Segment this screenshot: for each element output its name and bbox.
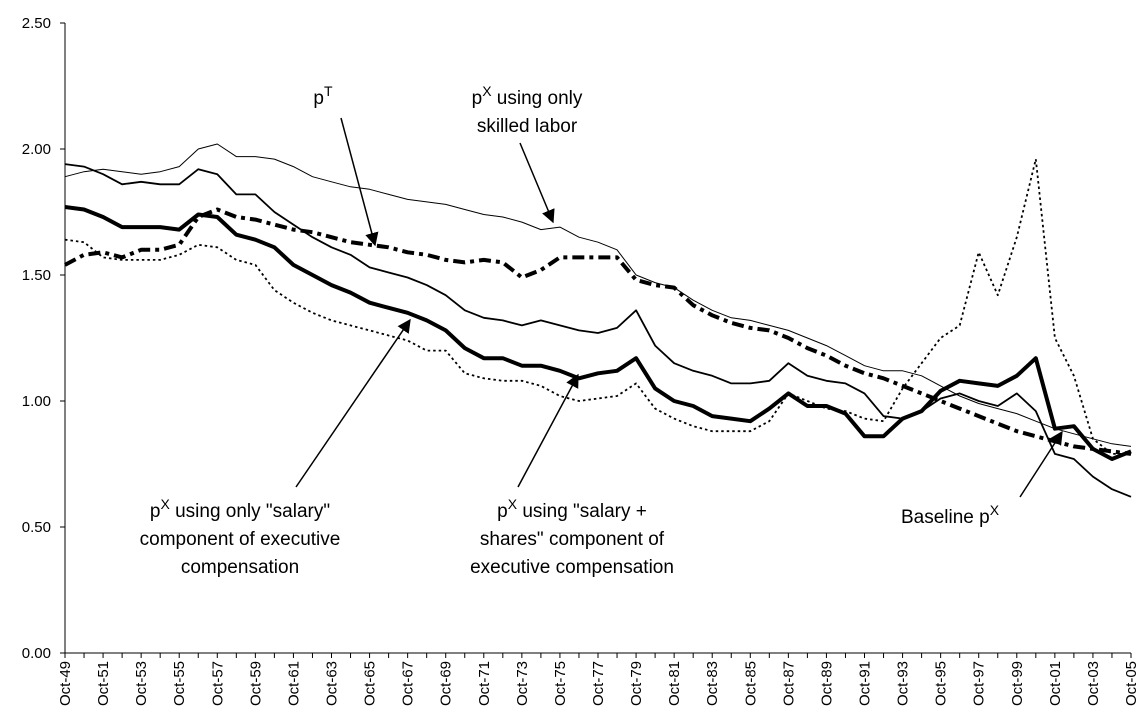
annotation: pX using only "salary" <box>150 496 330 522</box>
x-tick-label: Oct-67 <box>400 661 417 706</box>
annotation-text: executive compensation <box>470 557 674 578</box>
annotation: executive compensation <box>470 557 674 578</box>
x-tick-label: Oct-79 <box>628 661 645 706</box>
y-tick-label: 2.50 <box>22 15 51 32</box>
annotation: pX using "salary + <box>497 496 647 522</box>
annotation-sup: X <box>508 496 518 512</box>
x-tick-label: Oct-03 <box>1085 661 1102 706</box>
x-tick-label: Oct-53 <box>133 661 150 706</box>
y-tick-label: 2.00 <box>22 141 51 158</box>
x-tick-label: Oct-51 <box>95 661 112 706</box>
x-tick-label: Oct-85 <box>742 661 759 706</box>
annotation-text: component of executive <box>140 529 341 550</box>
x-tick-label: Oct-63 <box>324 661 341 706</box>
y-tick-label: 0.50 <box>22 519 51 536</box>
x-tick-label: Oct-65 <box>362 661 379 706</box>
y-tick-label: 0.00 <box>22 645 51 662</box>
annotation-text: skilled labor <box>477 116 578 137</box>
x-tick-label: Oct-83 <box>704 661 721 706</box>
y-tick-label: 1.00 <box>22 393 51 410</box>
series-line <box>64 207 1132 456</box>
annotation-sup: T <box>324 83 333 99</box>
annotation-text: p <box>313 88 324 109</box>
x-tick-label: Oct-97 <box>971 661 988 706</box>
annotation: skilled labor <box>477 116 578 137</box>
annotation: Baseline pX <box>901 502 1000 528</box>
annotation: pX using only <box>472 83 583 109</box>
annotation: shares" component of <box>480 529 665 550</box>
x-tick-label: Oct-59 <box>247 661 264 706</box>
annotation-text: Baseline p <box>901 507 990 528</box>
annotation-text: using only "salary" <box>170 501 330 522</box>
x-tick-label: Oct-93 <box>895 661 912 706</box>
x-tick-label: Oct-55 <box>171 661 188 706</box>
x-tick-label: Oct-87 <box>780 661 797 706</box>
annotation-text: compensation <box>181 557 299 578</box>
annotation-text: p <box>472 88 483 109</box>
annotation-sup: X <box>482 83 492 99</box>
annotation-arrow <box>1019 430 1063 498</box>
annotation-text: using only <box>492 88 583 109</box>
series-line <box>64 163 1132 498</box>
series-line <box>64 205 1132 461</box>
x-tick-label: Oct-01 <box>1047 661 1064 706</box>
annotation-sup: X <box>160 496 170 512</box>
series-line <box>64 143 1132 447</box>
x-tick-label: Oct-57 <box>209 661 226 706</box>
annotation-text: p <box>150 501 161 522</box>
x-tick-label: Oct-69 <box>438 661 455 706</box>
annotation: compensation <box>181 557 299 578</box>
x-tick-label: Oct-89 <box>818 661 835 706</box>
x-tick-label: Oct-81 <box>666 661 683 706</box>
x-tick-label: Oct-91 <box>857 661 874 706</box>
x-tick-label: Oct-61 <box>285 661 302 706</box>
x-tick-label: Oct-77 <box>590 661 607 706</box>
x-tick-label: Oct-49 <box>57 661 74 706</box>
series-line <box>64 158 1131 455</box>
annotation-arrow <box>295 318 411 488</box>
x-tick-label: Oct-75 <box>552 661 569 706</box>
x-tick-label: Oct-73 <box>514 661 531 706</box>
x-tick-label: Oct-99 <box>1009 661 1026 706</box>
annotation-arrow <box>517 373 579 488</box>
x-tick-label: Oct-95 <box>933 661 950 706</box>
x-tick-label: Oct-05 <box>1123 661 1139 706</box>
annotation-arrow <box>340 117 379 247</box>
y-tick-label: 1.50 <box>22 267 51 284</box>
annotation-sup: X <box>990 502 1000 518</box>
annotation-text: using "salary + <box>517 501 647 522</box>
annotation: pT <box>313 83 333 109</box>
annotation: component of executive <box>140 529 341 550</box>
annotation-text: shares" component of <box>480 529 665 550</box>
annotation-text: p <box>497 501 508 522</box>
x-tick-label: Oct-71 <box>476 661 493 706</box>
annotation-arrow <box>519 142 555 224</box>
